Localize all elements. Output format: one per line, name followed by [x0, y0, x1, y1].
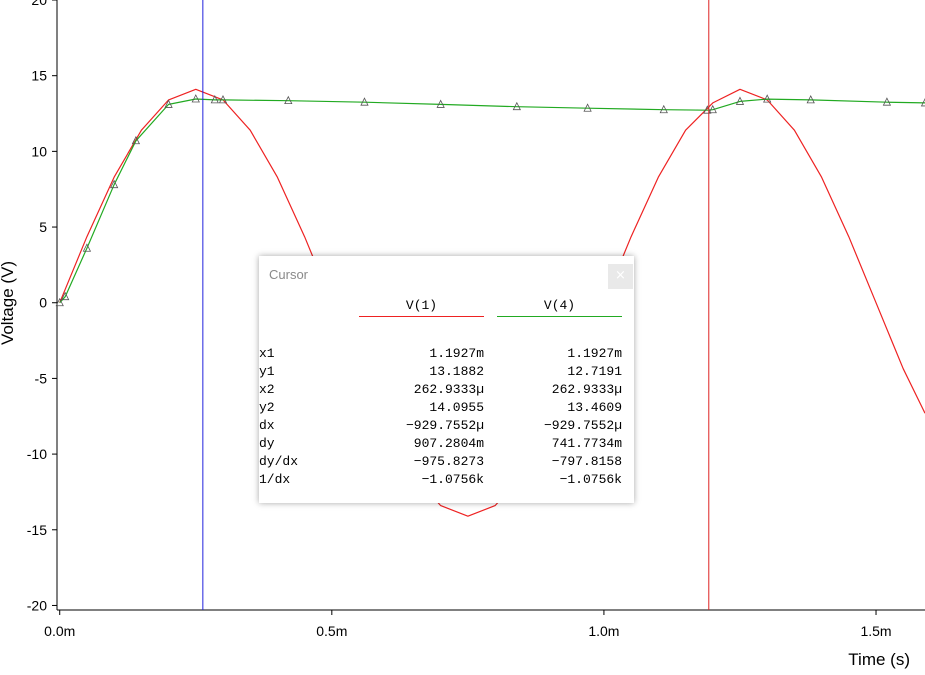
row-value-v4: 1.1927m — [567, 346, 622, 361]
y-tick-label: 15 — [31, 68, 47, 84]
data-point-v4 — [191, 94, 200, 103]
row-y1: y1 13.1882 12.7191 — [259, 364, 634, 381]
y-tick-label: -5 — [35, 370, 48, 386]
data-point-v4 — [164, 99, 173, 108]
y-tick-label: 10 — [31, 143, 47, 159]
data-point-v4 — [659, 104, 668, 114]
row-value-v4: 13.4609 — [567, 400, 622, 415]
row-label: x2 — [259, 382, 275, 397]
data-point-v4 — [882, 97, 892, 106]
row-value-v1: 14.0955 — [429, 400, 484, 415]
row-label: dy/dx — [259, 454, 299, 469]
y-tick-label: -15 — [27, 522, 47, 538]
row-value-v4: −1.0756k — [559, 472, 622, 487]
row-label: dy — [259, 436, 275, 451]
row-value-v4: 12.7191 — [567, 364, 622, 379]
y-tick-label: 5 — [39, 219, 47, 235]
axes-layer: 20 15 10 5 0 -5 -10 -15 -20 0.0m 0.5m 1.0m 1.5m — [27, 0, 925, 639]
data-point-v4 — [284, 95, 293, 105]
close-icon[interactable]: × — [608, 264, 633, 289]
data-point-v4 — [210, 95, 219, 104]
row-value-v1: −929.7552µ — [405, 418, 484, 433]
y-tick-label: -10 — [27, 446, 47, 462]
series-line-v1 — [59, 88, 925, 517]
data-point-v4 — [708, 104, 717, 114]
data-point-v4 — [55, 297, 64, 307]
x-axis-title: Time (s) — [848, 650, 910, 669]
data-point-v4 — [61, 291, 70, 301]
row-y2: y2 14.0955 13.4609 — [259, 400, 634, 417]
row-label: dx — [259, 418, 275, 433]
row-value-v4: −797.8158 — [551, 454, 622, 469]
data-point-v4 — [583, 103, 592, 112]
row-label: 1/dx — [259, 472, 291, 487]
row-value-v1: −1.0756k — [421, 472, 484, 487]
row-dy: dy 907.2804m 741.7734m — [259, 436, 634, 453]
x-tick-label: 1.5m — [860, 623, 891, 639]
data-point-v4 — [82, 243, 92, 252]
data-point-v4 — [360, 97, 369, 106]
data-point-v4 — [806, 95, 815, 104]
row-label: y1 — [259, 364, 275, 379]
cursor-layer — [202, 0, 710, 610]
row-value-v4: 741.7734m — [551, 436, 622, 451]
data-point-v4 — [218, 95, 228, 104]
y-tick-label: 20 — [31, 0, 47, 8]
row-value-v4: 262.9333µ — [551, 382, 622, 397]
row-value-v1: −975.8273 — [413, 454, 484, 469]
y-tick-label: 0 — [39, 295, 47, 311]
series-line-v4 — [59, 98, 925, 304]
row-value-v1: 262.9333µ — [413, 382, 484, 397]
row-inv-dx: 1/dx −1.0756k −1.0756k — [259, 472, 634, 489]
column-line-v4 — [497, 316, 622, 317]
y-tick-label: -20 — [27, 597, 47, 613]
data-point-v4 — [109, 179, 119, 189]
y-axis-title: Voltage (V) — [0, 261, 17, 345]
data-point-v4 — [512, 101, 521, 111]
row-label: x1 — [259, 346, 275, 361]
column-header-v1: V(1) — [405, 298, 438, 313]
x-tick-label: 0.0m — [44, 623, 75, 639]
row-x2: x2 262.9333µ 262.9333µ — [259, 382, 634, 399]
row-dx: dx −929.7552µ −929.7552µ — [259, 418, 634, 435]
row-value-v1: 907.2804m — [413, 436, 484, 451]
row-dy-dx: dy/dx −975.8273 −797.8158 — [259, 454, 634, 471]
series-layer — [55, 88, 925, 517]
row-x1: x1 1.1927m 1.1927m — [259, 346, 634, 363]
data-point-v4 — [436, 99, 445, 108]
data-point-v4 — [920, 98, 925, 107]
row-value-v1: 1.1927m — [429, 346, 484, 361]
x-tick-label: 1.0m — [588, 623, 619, 639]
x-tick-label: 0.5m — [316, 623, 347, 639]
data-point-v4 — [763, 94, 772, 103]
column-header-v4: V(4) — [543, 298, 576, 313]
cursor-panel[interactable]: Cursor × V(1) V(4) x1 1.1927m 1.1927m y1… — [259, 256, 634, 503]
data-point-v4 — [131, 135, 141, 145]
row-value-v1: 13.1882 — [429, 364, 484, 379]
row-value-v4: −929.7552µ — [543, 418, 622, 433]
row-label: y2 — [259, 400, 275, 415]
data-point-v4 — [735, 96, 745, 105]
column-line-v1 — [359, 316, 484, 317]
cursor-panel-title: Cursor — [269, 267, 309, 282]
